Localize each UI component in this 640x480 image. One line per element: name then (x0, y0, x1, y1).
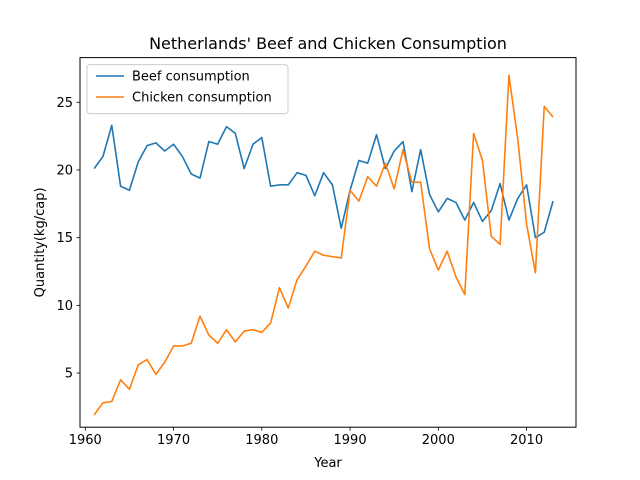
series-line-chicken (93, 74, 554, 416)
x-tick-label: 1980 (245, 433, 278, 448)
y-tick-label: 5 (65, 367, 73, 382)
y-tick-label: 15 (56, 231, 73, 246)
legend-label-chicken: Chicken consumption (132, 91, 272, 106)
x-axis-ticks: 1960 1970 1980 1990 2000 2010 (69, 427, 543, 448)
plot-lines (93, 74, 554, 416)
x-tick-label: 2000 (422, 433, 455, 448)
y-axis-label: Quantity(kg/cap) (33, 187, 48, 297)
chart-title: Netherlands' Beef and Chicken Consumptio… (149, 34, 507, 53)
y-tick-label: 25 (56, 96, 73, 111)
x-tick-label: 1990 (334, 433, 367, 448)
x-axis-label: Year (313, 456, 342, 471)
legend-box (86, 64, 289, 115)
plot-frame (79, 57, 577, 428)
series-line-beef (93, 124, 554, 239)
legend-label-beef: Beef consumption (132, 70, 250, 85)
y-tick-label: 10 (56, 299, 73, 314)
y-axis-ticks: 5 10 15 20 25 (56, 96, 80, 382)
x-tick-label: 2010 (510, 433, 543, 448)
x-tick-label: 1960 (69, 433, 102, 448)
y-tick-label: 20 (56, 163, 73, 178)
legend: Beef consumption Chicken consumption (86, 64, 289, 115)
x-tick-label: 1970 (157, 433, 190, 448)
